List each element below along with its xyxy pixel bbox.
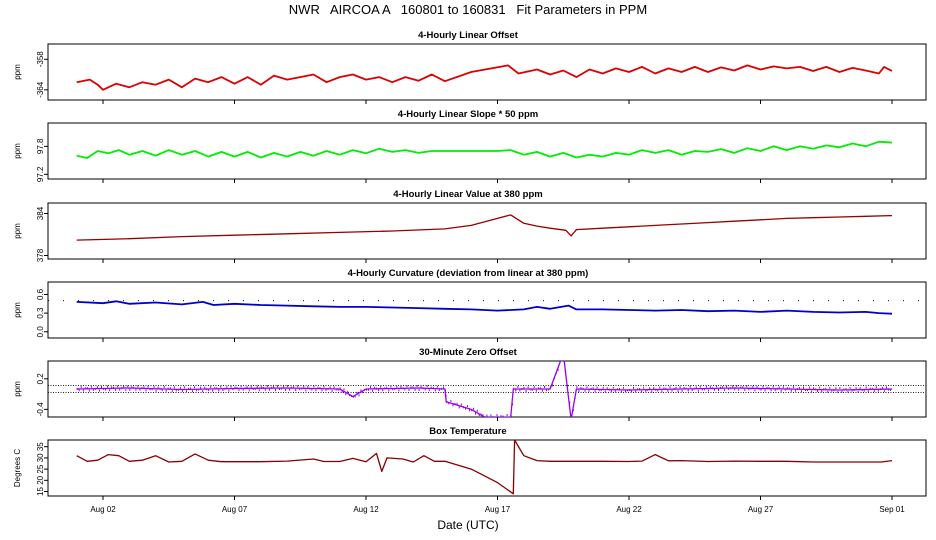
y-tick-label: 0.6 [36,288,45,300]
series-line-curvature [76,300,893,315]
x-tick-label: Sep 01 [879,505,905,514]
y-tick-label: 0.2 [36,373,45,385]
y-tick-label: 97.2 [36,166,45,182]
y-tick-label: 384 [36,206,45,220]
series-points-zero-offset [76,361,891,417]
y-tick-label: 25 [36,464,45,473]
y-tick-label: 378 [36,248,45,262]
x-tick-label: Aug 17 [485,505,511,514]
x-tick-label: Aug 12 [353,505,379,514]
x-tick-label: Aug 22 [616,505,642,514]
series-line-box-temperature [76,440,893,495]
series-line-linear-offset [76,64,893,91]
y-axis-label: ppm [13,381,22,397]
panel-title-linear-value: 4-Hourly Linear Value at 380 ppm [393,189,542,200]
x-axis-label: Date (UTC) [437,518,498,532]
panel-title-linear-slope: 4-Hourly Linear Slope * 50 ppm [398,109,538,120]
panel-title-box-temperature: Box Temperature [429,426,506,437]
panel-frame-linear-slope [47,122,927,180]
panel-title-linear-offset: 4-Hourly Linear Offset [418,30,519,41]
y-tick-label: 35 [36,442,45,451]
panel-frame-linear-offset [47,43,927,101]
panel-title-curvature: 4-Hourly Curvature (deviation from linea… [348,268,589,279]
y-axis-label: ppm [13,64,22,80]
panel-frame-linear-value [47,202,927,260]
series-line-linear-value [76,214,893,241]
panel-frame-box-temperature [47,439,927,497]
panel-frame-curvature [47,281,927,339]
panel-title-zero-offset: 30-Minute Zero Offset [419,347,517,358]
y-tick-label: 15 [36,487,45,496]
y-tick-label: 0.3 [36,307,45,319]
x-tick-label: Aug 07 [222,505,248,514]
y-axis-label: ppm [13,302,22,318]
y-tick-label: -364 [36,81,45,98]
y-tick-label: -358 [36,51,45,68]
y-tick-label: 97.8 [36,138,45,154]
series-line-zero-offset [76,361,893,417]
y-tick-label: 30 [36,453,45,462]
y-tick-label: 20 [36,475,45,484]
series-line-linear-slope [76,140,893,159]
y-axis-label: ppm [13,223,22,239]
x-tick-label: Aug 02 [90,505,116,514]
chart-main-title: NWR AIRCOA A 160801 to 160831 Fit Parame… [288,2,648,17]
y-axis-label: Degrees C [13,449,22,487]
x-tick-label: Aug 27 [748,505,774,514]
y-tick-label: 0.0 [36,326,45,338]
y-axis-label: ppm [13,143,22,159]
y-tick-label: -0.4 [36,402,45,416]
